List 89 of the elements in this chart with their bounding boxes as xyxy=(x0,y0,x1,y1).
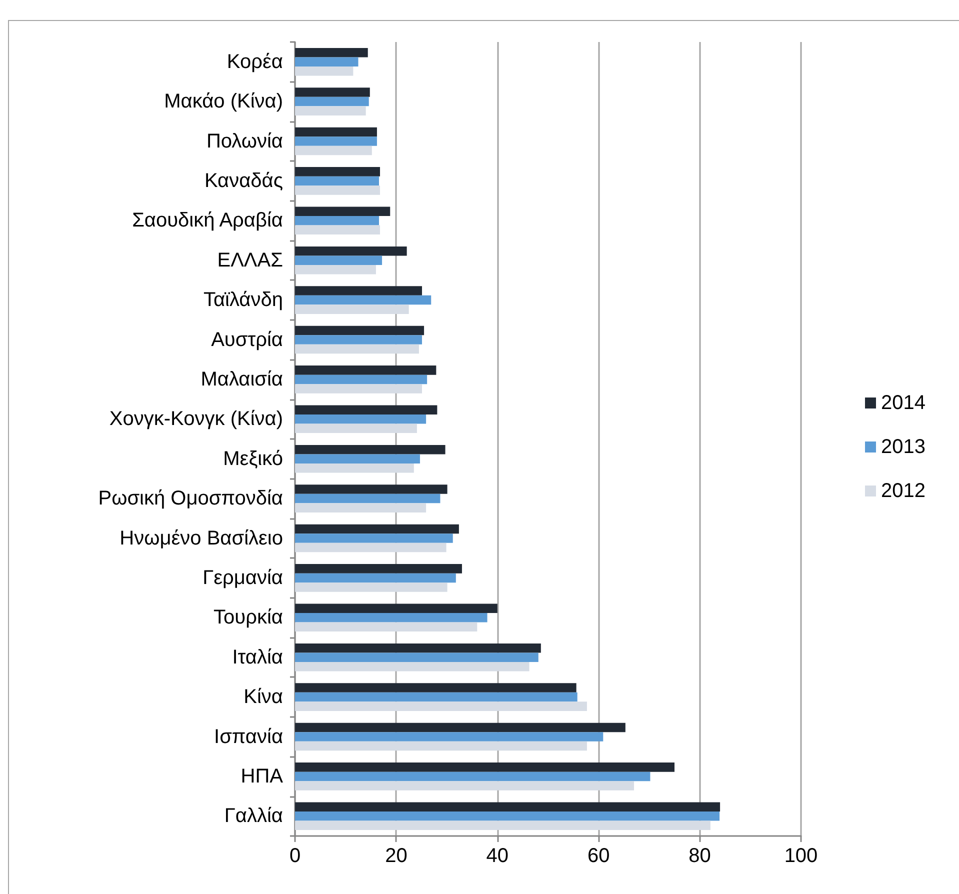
bar xyxy=(295,722,626,732)
bar xyxy=(295,246,407,256)
bar xyxy=(295,564,462,574)
y-tick-label: Ιταλία xyxy=(232,646,283,668)
bar xyxy=(295,604,498,614)
bar xyxy=(295,683,576,692)
y-tick-label: ΕΛΛΑΣ xyxy=(217,249,283,272)
bar xyxy=(295,186,380,195)
bar xyxy=(295,405,438,415)
y-tick-label: Γαλλία xyxy=(224,805,283,828)
bar xyxy=(295,146,372,156)
bar xyxy=(295,454,420,464)
bar xyxy=(295,384,422,394)
bar xyxy=(295,702,587,711)
bar xyxy=(295,494,440,504)
legend-label: 2014 xyxy=(881,392,926,414)
bar xyxy=(295,366,436,375)
y-tick-label: Καναδάς xyxy=(204,170,284,192)
bar xyxy=(295,256,382,265)
bar xyxy=(295,96,369,106)
x-tick-label: 40 xyxy=(486,845,509,867)
y-tick-label: Μαλαισία xyxy=(200,368,283,390)
bar xyxy=(295,643,541,653)
bar xyxy=(295,444,446,454)
bar xyxy=(295,225,380,235)
y-tick-label: Μεξικό xyxy=(223,448,283,470)
bar xyxy=(295,582,448,592)
bar xyxy=(295,463,414,473)
bar xyxy=(295,762,674,772)
bar xyxy=(295,374,428,384)
bar xyxy=(295,484,448,494)
bar xyxy=(295,286,422,296)
bar xyxy=(295,167,380,176)
bar xyxy=(295,652,538,662)
bar xyxy=(295,662,530,672)
bar xyxy=(295,732,604,742)
bar xyxy=(295,48,368,58)
bar xyxy=(295,264,376,274)
x-tick-label: 20 xyxy=(385,845,408,867)
bar xyxy=(295,820,710,830)
bar xyxy=(295,335,422,344)
y-tick-label: Κίνα xyxy=(244,686,283,708)
y-tick-label: Πολωνία xyxy=(206,130,283,152)
y-tick-label: Αυστρία xyxy=(211,328,283,351)
bar xyxy=(295,772,650,782)
bar xyxy=(295,176,379,186)
bar xyxy=(295,344,419,354)
x-tick-label: 80 xyxy=(688,845,711,867)
bar xyxy=(295,57,358,66)
x-tick-label: 0 xyxy=(289,845,301,867)
bar xyxy=(295,781,634,790)
y-tick-label: Κορέα xyxy=(226,50,283,73)
bar xyxy=(295,88,370,97)
bar xyxy=(295,424,417,434)
bar xyxy=(295,206,390,216)
x-tick-label: 100 xyxy=(784,845,818,867)
bar xyxy=(295,802,720,812)
y-tick-label: Γερμανία xyxy=(202,566,283,589)
bar xyxy=(295,136,377,146)
bar xyxy=(295,534,453,543)
bar xyxy=(295,573,456,583)
y-tick-label: Μακάο (Κίνα) xyxy=(164,90,283,113)
bar xyxy=(295,613,488,622)
y-tick-label: Χονγκ-Κονγκ (Κίνα) xyxy=(109,408,283,430)
bar xyxy=(295,542,446,552)
bar xyxy=(295,414,426,424)
y-tick-label: Ρωσική Ομοσπονδία xyxy=(98,488,283,510)
legend-label: 2013 xyxy=(881,436,926,458)
x-tick-label: 60 xyxy=(587,845,610,867)
y-tick-label: Ταϊλάνδη xyxy=(203,289,283,312)
bar xyxy=(295,741,587,751)
bar xyxy=(295,524,459,534)
bar xyxy=(295,812,720,821)
y-tick-label: Σαουδική Αραβία xyxy=(132,210,283,232)
y-tick-label: ΗΠΑ xyxy=(240,765,284,788)
y-tick-label: Ηνωμένο Βασίλειο xyxy=(120,527,283,550)
bar xyxy=(295,622,478,632)
legend-label: 2012 xyxy=(881,480,926,502)
bar xyxy=(295,304,409,314)
bar xyxy=(295,503,426,512)
bar xyxy=(295,295,432,305)
y-tick-label: Ισπανία xyxy=(214,726,283,748)
bar xyxy=(295,216,379,226)
bar xyxy=(295,106,366,116)
y-tick-label: Τουρκία xyxy=(214,606,283,629)
bar xyxy=(295,127,377,137)
bar xyxy=(295,66,354,76)
bar xyxy=(295,326,424,336)
bar xyxy=(295,692,578,702)
